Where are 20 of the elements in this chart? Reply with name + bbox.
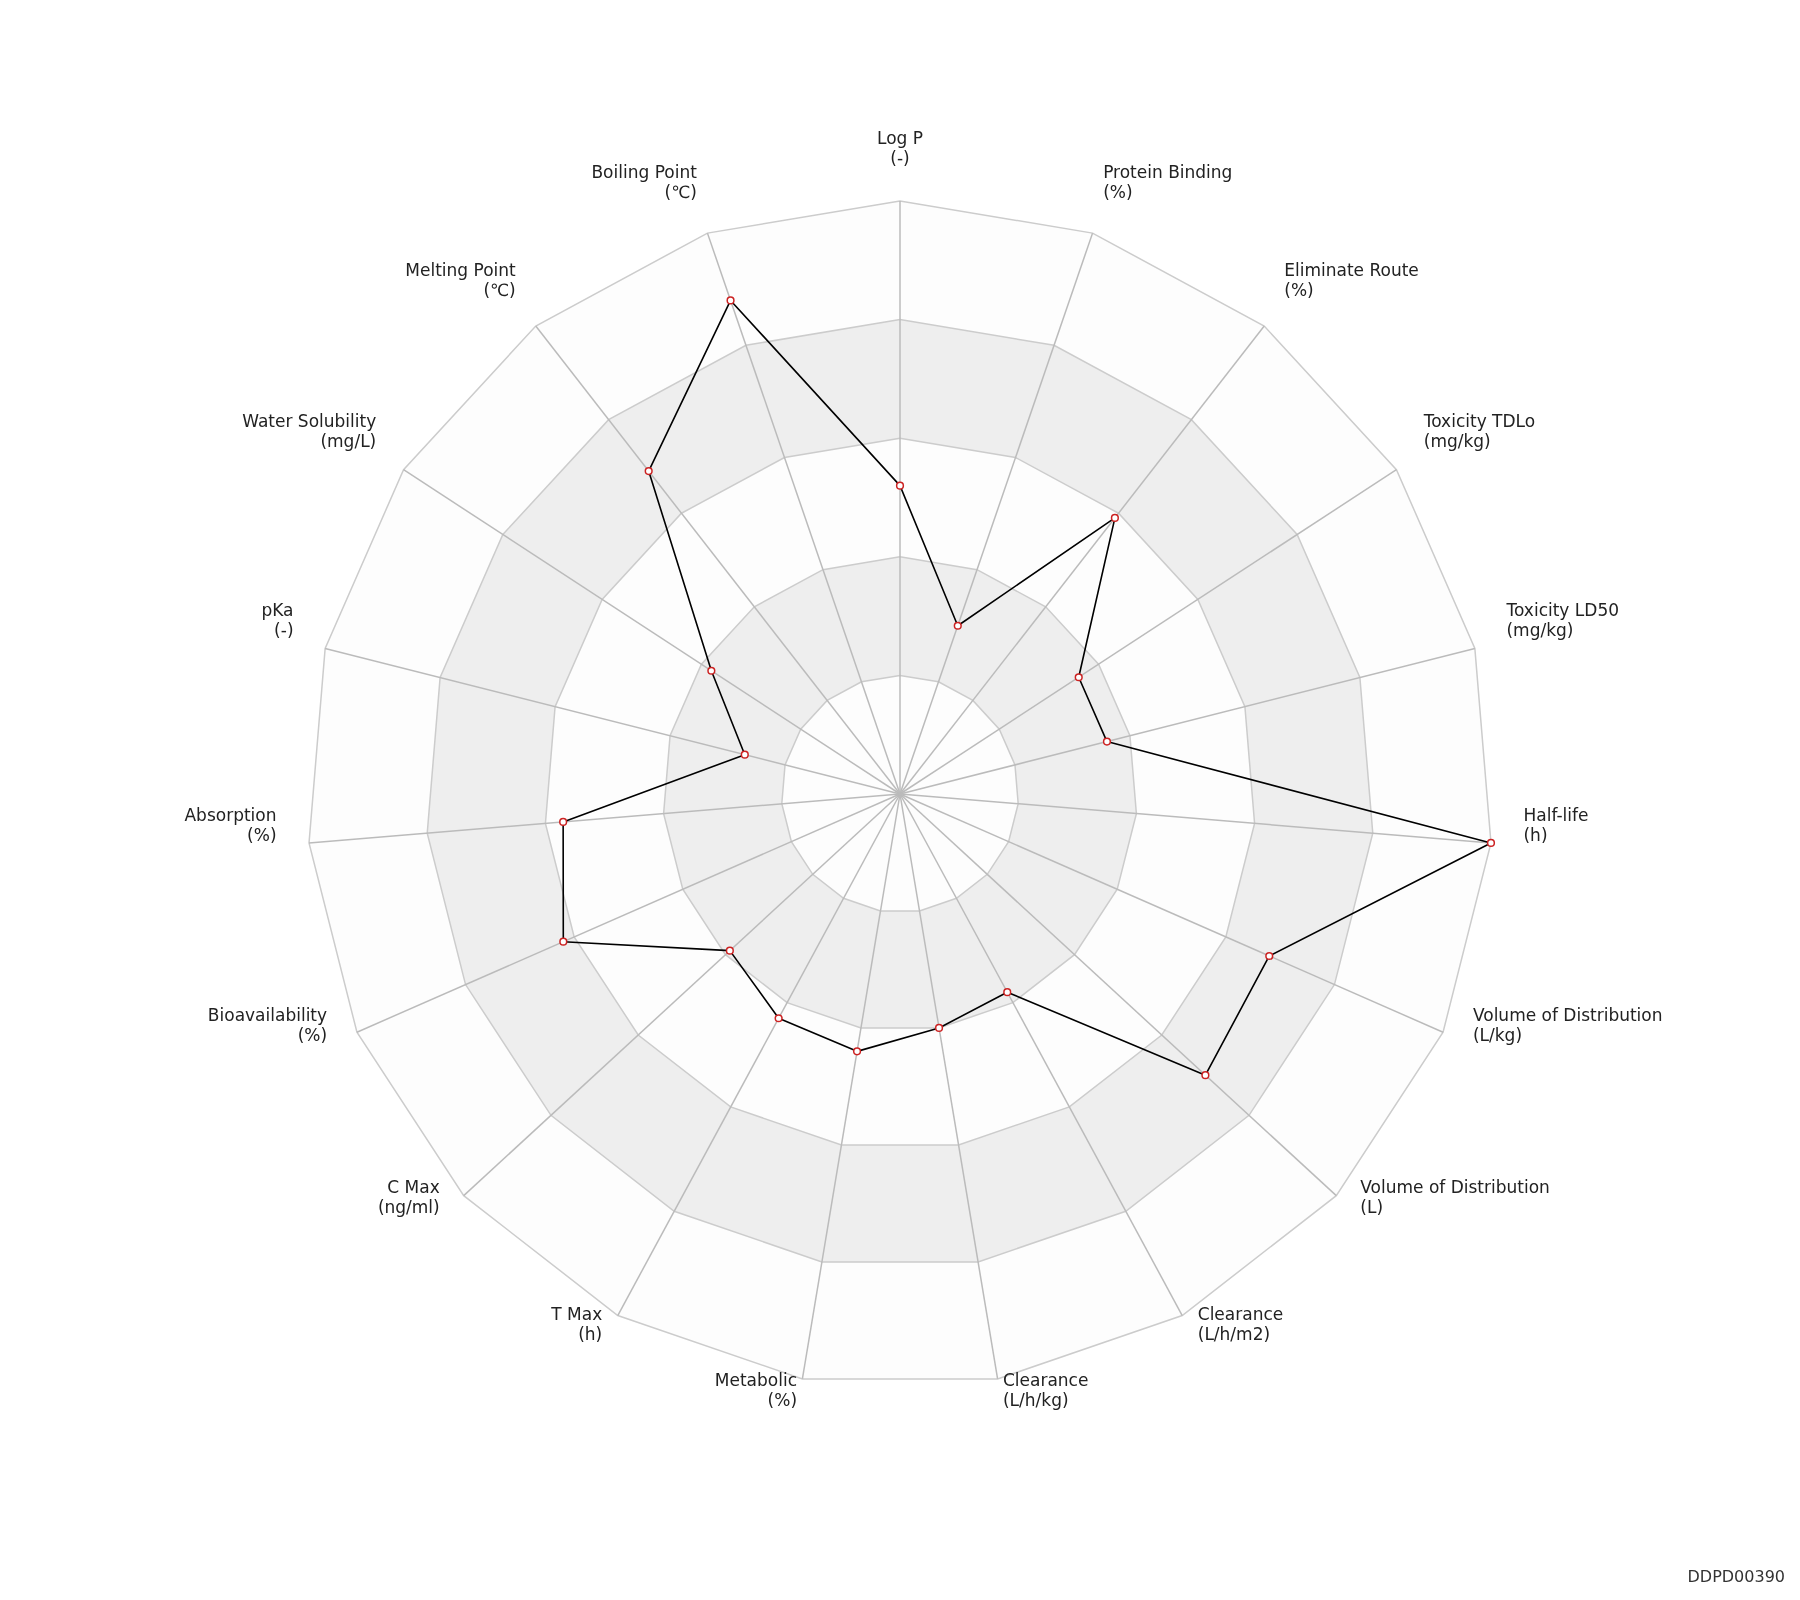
text: DDPD00390 xyxy=(1687,1567,1785,1586)
spoke-label: Log P (-) xyxy=(876,127,924,168)
spoke-label: T Max (h) xyxy=(550,1303,603,1344)
spoke-label: Eliminate Route (%) xyxy=(1284,259,1419,300)
spoke-label: Volume of Distribution (L) xyxy=(1360,1177,1550,1218)
spoke-label: Water Solubility (mg/L) xyxy=(242,411,377,452)
spoke-label: pKa (-) xyxy=(261,599,294,640)
spoke-label: Protein Binding (%) xyxy=(1103,161,1233,202)
spoke-label: Toxicity LD50 (mg/kg) xyxy=(1505,599,1620,640)
spoke-label: Clearance (L/h/kg) xyxy=(1002,1370,1089,1411)
spoke-label: Bioavailability (%) xyxy=(207,1004,328,1045)
spoke-label: Absorption (%) xyxy=(184,805,277,846)
spoke-label: Melting Point (℃) xyxy=(405,259,517,300)
spoke-label: Volume of Distribution (L/kg) xyxy=(1472,1004,1663,1045)
spoke-label: Metabolic (%) xyxy=(714,1370,798,1411)
spoke-label: Half-life (h) xyxy=(1523,805,1589,846)
spoke-label: Toxicity TDLo (mg/kg) xyxy=(1422,411,1536,452)
spoke-label: Clearance (L/h/m2) xyxy=(1197,1303,1284,1344)
spoke-label: Boiling Point (℃) xyxy=(591,161,698,202)
spoke-label: C Max (ng/ml) xyxy=(377,1177,440,1218)
